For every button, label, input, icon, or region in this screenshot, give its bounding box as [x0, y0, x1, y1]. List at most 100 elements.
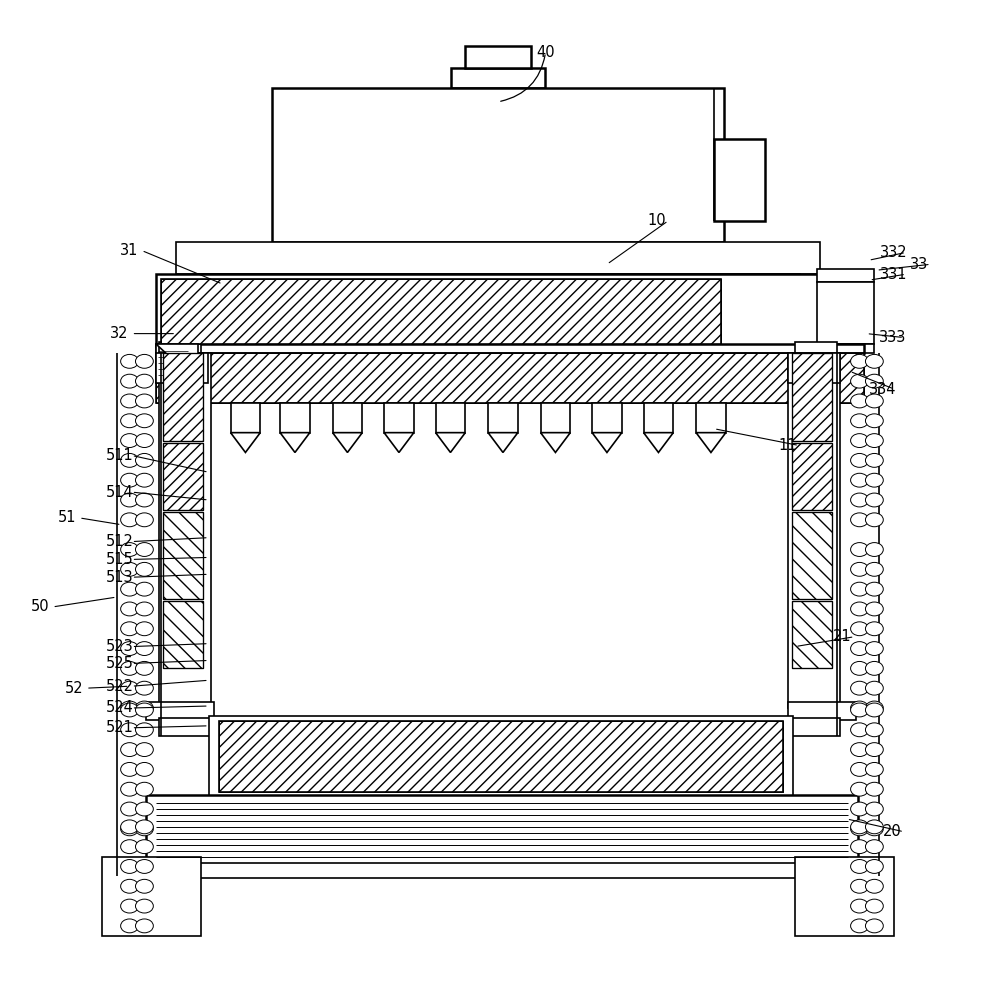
- Ellipse shape: [121, 840, 138, 854]
- Ellipse shape: [135, 434, 153, 448]
- Text: 32: 32: [111, 326, 128, 341]
- Ellipse shape: [135, 602, 153, 616]
- Ellipse shape: [851, 394, 869, 408]
- Ellipse shape: [135, 622, 153, 636]
- Ellipse shape: [851, 434, 869, 448]
- Bar: [163, 601, 203, 668]
- Ellipse shape: [851, 782, 869, 796]
- Ellipse shape: [851, 919, 869, 933]
- Ellipse shape: [121, 582, 138, 596]
- Ellipse shape: [135, 743, 153, 757]
- Ellipse shape: [851, 723, 869, 737]
- Ellipse shape: [851, 743, 869, 757]
- Bar: [817, 282, 874, 344]
- Ellipse shape: [121, 562, 138, 576]
- Ellipse shape: [866, 661, 883, 675]
- Bar: [163, 601, 203, 668]
- Ellipse shape: [866, 414, 883, 428]
- Ellipse shape: [135, 703, 153, 717]
- Bar: [792, 601, 832, 668]
- Bar: [163, 512, 203, 599]
- Bar: [788, 718, 840, 736]
- Text: 523: 523: [106, 639, 133, 654]
- Polygon shape: [488, 433, 518, 452]
- Ellipse shape: [121, 354, 138, 368]
- Ellipse shape: [851, 602, 869, 616]
- Text: 331: 331: [880, 267, 908, 282]
- Bar: [102, 857, 201, 936]
- Text: 21: 21: [834, 629, 852, 644]
- Bar: [643, 403, 673, 433]
- Ellipse shape: [135, 661, 153, 675]
- Bar: [159, 342, 201, 353]
- Ellipse shape: [135, 473, 153, 487]
- Text: 40: 40: [536, 45, 555, 60]
- Text: 51: 51: [58, 510, 77, 525]
- Text: 10: 10: [647, 213, 665, 228]
- Ellipse shape: [866, 860, 883, 873]
- Bar: [196, 274, 800, 307]
- Bar: [384, 403, 413, 433]
- Text: 52: 52: [65, 681, 84, 696]
- Bar: [156, 344, 865, 353]
- Ellipse shape: [121, 802, 138, 816]
- Text: 514: 514: [106, 485, 133, 500]
- Ellipse shape: [866, 602, 883, 616]
- Polygon shape: [231, 433, 260, 452]
- Ellipse shape: [121, 822, 138, 836]
- Bar: [163, 443, 203, 510]
- Ellipse shape: [121, 622, 138, 636]
- Ellipse shape: [866, 493, 883, 507]
- Bar: [465, 46, 531, 68]
- Ellipse shape: [121, 543, 138, 556]
- Text: 333: 333: [878, 330, 906, 345]
- Ellipse shape: [135, 820, 153, 834]
- Bar: [792, 353, 832, 441]
- Ellipse shape: [866, 434, 883, 448]
- Ellipse shape: [121, 642, 138, 655]
- Ellipse shape: [135, 879, 153, 893]
- Bar: [792, 443, 832, 510]
- Polygon shape: [333, 433, 363, 452]
- Bar: [696, 403, 726, 433]
- Bar: [163, 353, 203, 441]
- Ellipse shape: [121, 703, 138, 717]
- Ellipse shape: [121, 782, 138, 796]
- Ellipse shape: [866, 879, 883, 893]
- Bar: [219, 721, 783, 792]
- Text: 11: 11: [778, 438, 797, 453]
- Ellipse shape: [866, 782, 883, 796]
- Ellipse shape: [135, 701, 153, 715]
- Ellipse shape: [121, 899, 138, 913]
- Text: 522: 522: [106, 679, 133, 694]
- Bar: [817, 353, 865, 383]
- Ellipse shape: [135, 493, 153, 507]
- Bar: [231, 403, 260, 433]
- Text: 512: 512: [106, 534, 133, 549]
- Bar: [161, 279, 721, 344]
- Bar: [161, 279, 721, 344]
- Ellipse shape: [851, 802, 869, 816]
- Bar: [176, 242, 820, 274]
- Bar: [163, 443, 203, 510]
- Ellipse shape: [121, 493, 138, 507]
- Polygon shape: [592, 433, 622, 452]
- Ellipse shape: [121, 374, 138, 388]
- Text: 33: 33: [909, 257, 928, 272]
- Ellipse shape: [135, 860, 153, 873]
- Bar: [333, 403, 363, 433]
- Ellipse shape: [135, 453, 153, 467]
- Ellipse shape: [851, 562, 869, 576]
- Ellipse shape: [866, 840, 883, 854]
- Bar: [146, 795, 858, 866]
- Text: 513: 513: [106, 570, 133, 585]
- Ellipse shape: [121, 602, 138, 616]
- Ellipse shape: [851, 899, 869, 913]
- Ellipse shape: [851, 513, 869, 527]
- Ellipse shape: [121, 919, 138, 933]
- Ellipse shape: [866, 762, 883, 776]
- Bar: [541, 403, 571, 433]
- Bar: [795, 857, 894, 936]
- Bar: [795, 342, 837, 353]
- Polygon shape: [541, 433, 571, 452]
